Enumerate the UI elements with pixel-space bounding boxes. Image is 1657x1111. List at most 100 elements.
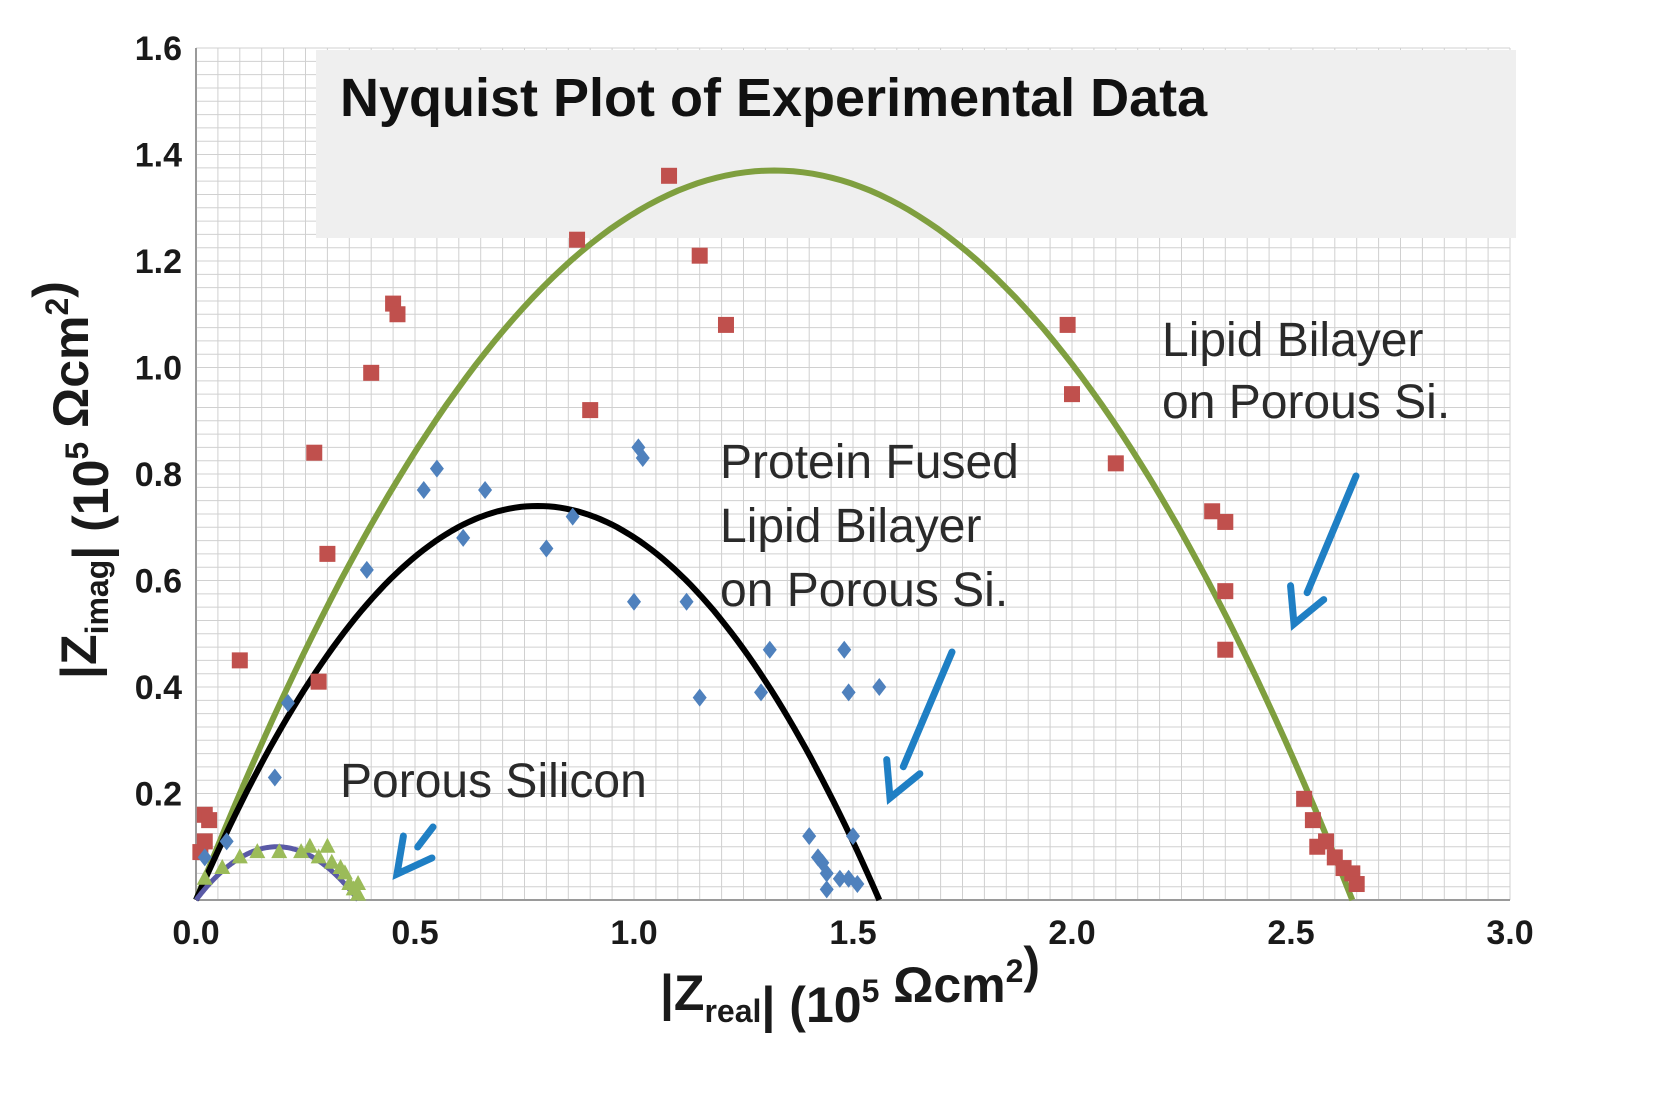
square-marker: [1296, 790, 1313, 807]
square-marker: [201, 812, 218, 829]
diamond-marker: [802, 827, 817, 846]
triangle-marker: [350, 885, 367, 901]
y-tick-label: 0.6: [135, 563, 182, 601]
diamond-marker: [627, 592, 641, 611]
arrow-shaft: [1303, 472, 1360, 597]
square-marker: [1318, 833, 1335, 850]
diamond-marker: [837, 640, 852, 659]
diamond-marker: [219, 832, 234, 851]
y-tick-label: 1.0: [135, 350, 182, 388]
square-marker: [1217, 583, 1234, 600]
axis-title-part: 5: [59, 442, 95, 460]
square-marker: [661, 167, 678, 184]
arrow-shaft: [899, 648, 956, 771]
square-marker: [1304, 812, 1321, 829]
square-marker: [582, 402, 599, 419]
square-marker: [569, 231, 586, 248]
axis-title-part: |Z: [51, 634, 108, 679]
arrow-head: [883, 756, 924, 805]
square-marker: [1217, 513, 1234, 530]
square-marker: [1217, 641, 1234, 658]
y-tick-label: 0.8: [135, 456, 182, 494]
annotation-protein-line: on Porous Si.: [720, 564, 1008, 617]
x-tick-label: 2.5: [1267, 914, 1314, 952]
data-markers: [192, 167, 1365, 901]
square-marker: [717, 316, 734, 333]
diamond-marker: [456, 528, 471, 547]
square-marker: [1107, 455, 1124, 472]
annotation-lipid-line: on Porous Si.: [1162, 376, 1450, 429]
square-marker: [691, 247, 708, 264]
diamond-marker: [280, 693, 295, 712]
arrow-head: [1287, 582, 1328, 631]
x-tick-label: 1.0: [610, 914, 657, 952]
diamond-marker: [850, 875, 865, 894]
x-tick-label: 0.5: [391, 914, 438, 952]
square-marker: [196, 833, 213, 850]
porous-arrow: [392, 823, 437, 880]
triangle-marker: [196, 869, 213, 885]
axes: [195, 48, 1510, 901]
square-marker: [1059, 316, 1076, 333]
x-tick-label: 2.0: [1048, 914, 1095, 952]
annotation-porous-line: Porous Silicon: [340, 755, 647, 808]
diamond-marker: [416, 480, 431, 499]
diamond-marker: [635, 449, 650, 468]
x-tick-label: 3.0: [1486, 914, 1533, 952]
square-marker: [310, 673, 327, 690]
diamond-marker: [819, 864, 834, 883]
square-marker: [1348, 876, 1365, 893]
y-tick-label: 1.2: [135, 243, 182, 281]
annotation-lipid-line: Lipid Bilayer: [1162, 314, 1423, 367]
diamond-marker: [565, 507, 580, 526]
diamond-marker: [841, 683, 856, 702]
annotations: Lipid Bilayer on Porous Si. Protein Fused L…: [340, 314, 1450, 880]
diamond-marker: [429, 459, 444, 478]
diamond-marker: [846, 827, 860, 846]
diamond-marker: [832, 869, 847, 888]
chart-title: Nyquist Plot of Experimental Data: [340, 68, 1208, 128]
diamond-marker: [692, 688, 707, 707]
axis-title-part: 2: [39, 298, 75, 316]
axis-title-part: 2: [1006, 953, 1024, 989]
axis-title-part: |Z: [660, 965, 705, 1022]
arrow-shaft: [414, 823, 437, 851]
axis-title-part: real: [704, 993, 761, 1029]
axis-title-part: Ωcm: [43, 316, 99, 442]
y-tick-label: 1.4: [135, 137, 182, 175]
lipid-arrow: [1287, 472, 1360, 631]
triangle-marker: [350, 875, 367, 891]
diamond-marker: [539, 539, 554, 558]
tick-labels: 0.0 0.5 1.0 1.5 2.0 2.5 3.0 0.2 0.4 0.6 0.8 1.0 1.2 1…: [135, 30, 1534, 952]
diamond-marker: [754, 683, 769, 702]
triangle-marker: [319, 837, 336, 853]
axis-title-part: imag: [79, 560, 115, 635]
axis-title-part: 5: [862, 973, 880, 1009]
square-marker: [1064, 386, 1080, 403]
diamond-marker: [197, 848, 212, 867]
triangle-marker: [323, 853, 340, 869]
fit-curve-lipid: [193, 167, 1356, 902]
x-axis-title: |Zreal| (105 Ωcm2): [660, 937, 1040, 1034]
diamond-marker: [267, 768, 282, 787]
arrow-head: [392, 832, 436, 880]
axis-title-part: | (10: [63, 460, 120, 560]
triangle-marker: [310, 848, 327, 864]
diamond-marker: [359, 560, 374, 579]
protein-arrow: [883, 648, 956, 805]
diamond-marker: [679, 592, 694, 611]
diamond-marker: [872, 678, 887, 696]
triangle-marker: [293, 843, 310, 859]
square-marker: [389, 306, 406, 323]
annotation-protein-line: Protein Fused: [720, 436, 1019, 489]
triangle-marker: [249, 843, 266, 859]
triangle-marker: [271, 843, 288, 859]
x-tick-label: 1.5: [829, 914, 876, 952]
axis-title-part: | (10: [761, 977, 861, 1034]
square-marker: [231, 652, 248, 669]
axis-title-part: ): [1023, 937, 1040, 993]
annotation-protein-line: Lipid Bilayer: [720, 500, 981, 553]
square-marker: [319, 545, 336, 562]
square-marker: [363, 364, 380, 381]
